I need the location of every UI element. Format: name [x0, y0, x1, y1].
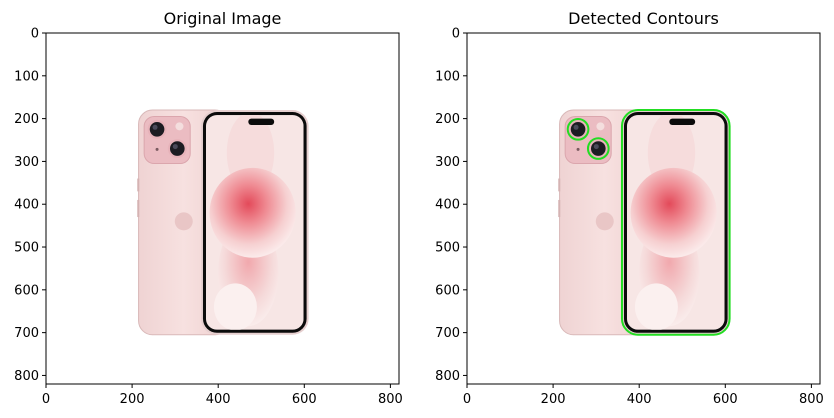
x-tick: 600	[292, 384, 317, 407]
y-tick: 200	[435, 112, 467, 127]
x-tick: 400	[627, 384, 652, 407]
y-tick: 600	[435, 283, 467, 298]
y-tick: 0	[31, 27, 46, 42]
camera-lens-icon	[571, 122, 586, 137]
y-tick-label: 200	[435, 112, 460, 127]
apple-logo-icon	[596, 212, 614, 230]
phone-screen	[206, 112, 304, 330]
y-tick: 400	[14, 198, 46, 213]
x-tick-label: 600	[292, 392, 317, 407]
y-tick-label: 800	[14, 369, 39, 384]
x-tick: 0	[42, 384, 50, 407]
phone-screen	[627, 112, 725, 330]
y-tick-label: 600	[14, 283, 39, 298]
y-tick: 0	[452, 27, 467, 42]
y-tick: 300	[14, 155, 46, 170]
x-tick-label: 200	[541, 392, 566, 407]
y-tick: 500	[435, 241, 467, 256]
flash-icon	[175, 122, 183, 130]
y-tick: 200	[14, 112, 46, 127]
y-tick-label: 0	[31, 27, 39, 42]
x-tick: 800	[799, 384, 824, 407]
y-tick: 800	[14, 369, 46, 384]
y-tick-label: 0	[452, 27, 460, 42]
panel-title: Detected Contours	[568, 9, 719, 28]
camera-lens-icon	[150, 122, 165, 137]
dynamic-island	[248, 119, 274, 125]
y-tick: 800	[435, 369, 467, 384]
x-tick-label: 600	[713, 392, 738, 407]
x-tick-label: 0	[463, 392, 471, 407]
image-content	[46, 33, 399, 384]
x-tick-label: 400	[627, 392, 652, 407]
y-tick-label: 300	[435, 155, 460, 170]
y-tick-label: 100	[14, 69, 39, 84]
camera-lens-icon	[170, 141, 185, 156]
y-tick-label: 100	[435, 69, 460, 84]
x-tick-label: 400	[206, 392, 231, 407]
x-tick-label: 0	[42, 392, 50, 407]
camera-lens-icon	[591, 141, 606, 156]
x-tick: 800	[378, 384, 403, 407]
panel-title: Original Image	[164, 9, 282, 28]
x-tick: 0	[463, 384, 471, 407]
y-tick-label: 600	[435, 283, 460, 298]
y-tick: 300	[435, 155, 467, 170]
y-tick: 700	[14, 326, 46, 341]
x-tick: 200	[120, 384, 145, 407]
y-tick-label: 700	[435, 326, 460, 341]
y-tick-label: 200	[14, 112, 39, 127]
image-content	[467, 33, 820, 384]
dynamic-island	[669, 119, 695, 125]
x-tick: 200	[541, 384, 566, 407]
x-tick: 600	[713, 384, 738, 407]
y-tick: 600	[14, 283, 46, 298]
y-tick-label: 800	[435, 369, 460, 384]
y-tick-label: 500	[435, 241, 460, 256]
x-tick: 400	[206, 384, 231, 407]
y-tick-label: 300	[14, 155, 39, 170]
y-tick: 400	[435, 198, 467, 213]
y-tick: 700	[435, 326, 467, 341]
y-tick: 100	[14, 69, 46, 84]
flash-icon	[596, 122, 604, 130]
x-tick-label: 200	[120, 392, 145, 407]
y-tick-label: 400	[14, 198, 39, 213]
apple-logo-icon	[175, 212, 193, 230]
y-tick-label: 500	[14, 241, 39, 256]
x-tick-label: 800	[799, 392, 824, 407]
y-tick-label: 700	[14, 326, 39, 341]
y-tick-label: 400	[435, 198, 460, 213]
y-tick: 100	[435, 69, 467, 84]
y-tick: 500	[14, 241, 46, 256]
x-tick-label: 800	[378, 392, 403, 407]
